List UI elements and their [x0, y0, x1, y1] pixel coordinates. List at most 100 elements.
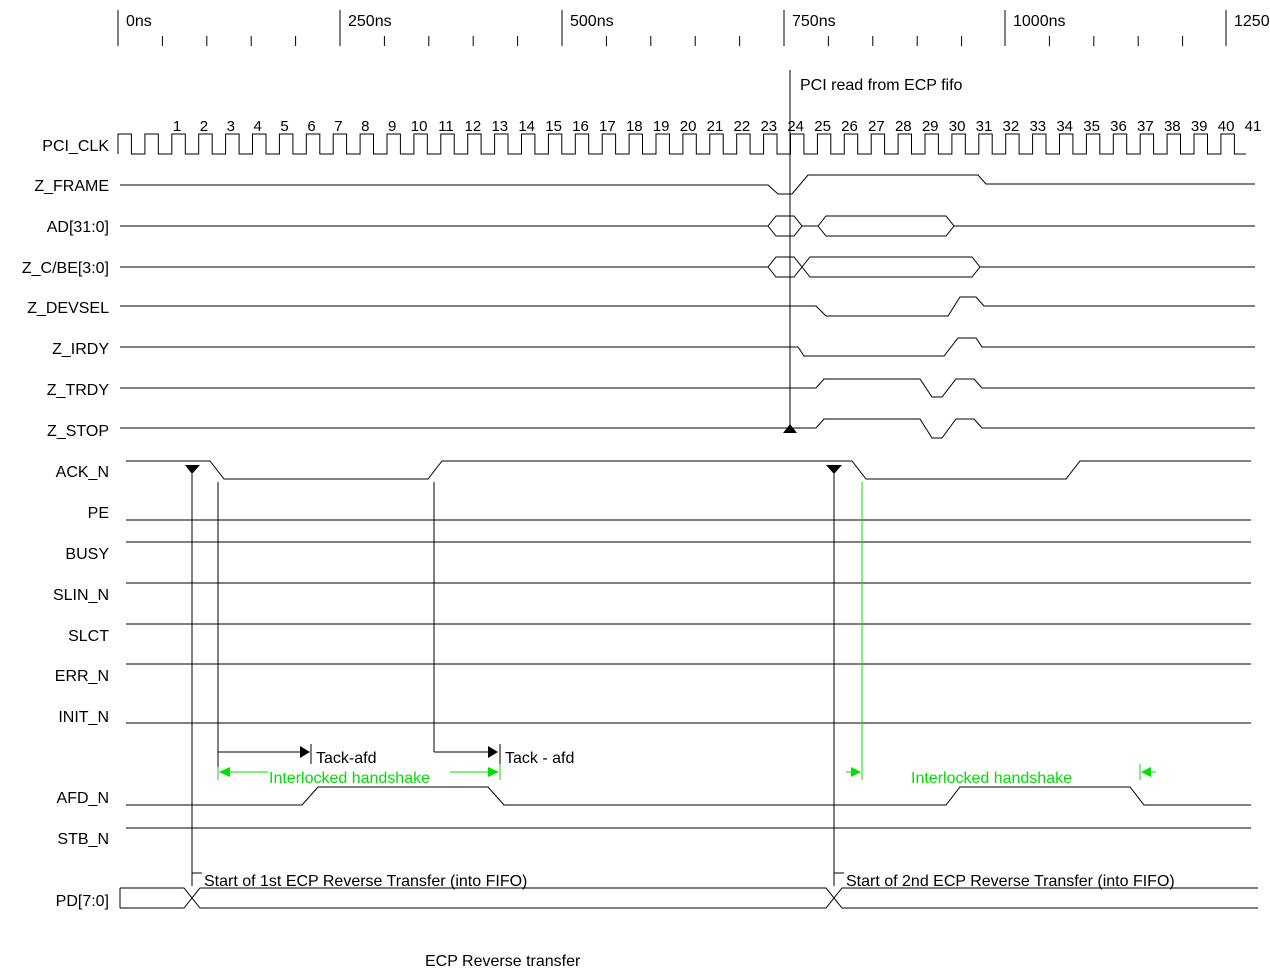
- pci-read-marker: PCI read from ECP fifo: [783, 70, 963, 433]
- signal-label: Z_C/BE[3:0]: [22, 260, 109, 277]
- start-transfer-label-1: Start of 1st ECP Reverse Transfer (into …: [204, 873, 527, 890]
- clock-number: 29: [922, 118, 939, 135]
- right-arrow-icon: [488, 767, 499, 777]
- clock-number: 4: [254, 118, 262, 135]
- tack-afd-label-1: Tack-afd: [316, 750, 376, 767]
- signal-label: AFD_N: [57, 790, 109, 807]
- left-arrow-icon: [1141, 767, 1151, 777]
- clock-number: 2: [200, 118, 208, 135]
- signal-label: PCI_CLK: [42, 138, 109, 155]
- signal-label: Z_DEVSEL: [27, 300, 109, 317]
- clock-number: 3: [227, 118, 235, 135]
- clock-number: 20: [680, 118, 697, 135]
- clock-number: 6: [307, 118, 315, 135]
- clock-cycle-numbers: 1 2 3 4 5 6 7 8 9 10 11 12 13 14 15 16 17 18 19 20 21 22 23 24 2…: [173, 118, 1262, 135]
- clock-number: 21: [707, 118, 724, 135]
- clock-number: 14: [518, 118, 535, 135]
- time-label: 1000ns: [1013, 13, 1066, 30]
- diagram-caption: ECP Reverse transfer: [425, 953, 581, 970]
- down-arrow-icon: [826, 465, 842, 474]
- clock-number: 41: [1245, 118, 1262, 135]
- clock-number: 23: [760, 118, 777, 135]
- signal-label: BUSY: [65, 546, 109, 563]
- signal-label: ACK_N: [56, 464, 109, 481]
- signal-label: Z_TRDY: [47, 382, 110, 399]
- time-label: 0ns: [126, 13, 152, 30]
- wave-afd-n: [126, 786, 1251, 806]
- time-label: 1250ns: [1234, 13, 1270, 30]
- clock-number: 10: [411, 118, 428, 135]
- wave-z-frame: [120, 174, 1255, 195]
- wave-ack-n: [126, 460, 1251, 480]
- signal-label: SLIN_N: [53, 587, 109, 604]
- transfer-markers: [185, 465, 863, 886]
- signal-label: ERR_N: [55, 668, 109, 685]
- clock-number: 34: [1056, 118, 1073, 135]
- wave-ad: [120, 215, 1255, 237]
- handshake-label-1: Interlocked handshake: [269, 770, 430, 787]
- time-label: 250ns: [348, 13, 392, 30]
- handshake-annotations: Interlocked handshake Interlocked handsh…: [217, 764, 1156, 787]
- clock-number: 33: [1029, 118, 1046, 135]
- signal-label: INIT_N: [58, 709, 109, 726]
- clock-number: 38: [1164, 118, 1181, 135]
- wave-pd: [119, 887, 1258, 909]
- wave-z-trdy: [120, 378, 1255, 398]
- handshake-label-2: Interlocked handshake: [911, 770, 1072, 787]
- clock-number: 27: [868, 118, 885, 135]
- signal-label: PE: [88, 505, 109, 522]
- signal-label: SLCT: [68, 628, 109, 645]
- wave-z-cbe: [120, 256, 1255, 278]
- time-scale: 0ns 250ns 500ns 750ns 1000ns 1250ns: [117, 10, 1270, 46]
- down-arrow-icon: [185, 465, 200, 474]
- clock-number: 25: [814, 118, 831, 135]
- right-arrow-icon: [851, 767, 861, 777]
- clock-number: 9: [388, 118, 396, 135]
- wave-z-devsel: [120, 296, 1255, 317]
- tack-afd-annotations: Tack-afd Tack - afd: [218, 744, 574, 767]
- right-arrow-icon: [488, 746, 498, 758]
- clock-number: 16: [572, 118, 589, 135]
- signal-label: Z_FRAME: [34, 178, 109, 195]
- clock-number: 12: [465, 118, 482, 135]
- clock-number: 40: [1218, 118, 1235, 135]
- time-label: 750ns: [792, 13, 836, 30]
- clock-number: 1: [173, 118, 181, 135]
- wave-pci-clk: [117, 133, 1246, 155]
- clock-number: 13: [491, 118, 508, 135]
- signal-label: AD[31:0]: [47, 219, 109, 236]
- signal-label: Z_STOP: [47, 423, 109, 440]
- signal-label: Z_IRDY: [52, 341, 109, 358]
- clock-number: 30: [949, 118, 966, 135]
- signal-label: PD[7:0]: [56, 893, 109, 910]
- left-arrow-icon: [219, 767, 230, 777]
- tack-afd-label-2: Tack - afd: [505, 750, 574, 767]
- start-transfer-annotations: Start of 1st ECP Reverse Transfer (into …: [192, 872, 1175, 890]
- clock-number: 18: [626, 118, 643, 135]
- pci-read-label: PCI read from ECP fifo: [800, 77, 963, 94]
- clock-number: 37: [1137, 118, 1154, 135]
- right-arrow-icon: [300, 746, 310, 758]
- clock-number: 32: [1003, 118, 1020, 135]
- time-label: 500ns: [570, 13, 614, 30]
- clock-number: 19: [653, 118, 670, 135]
- clock-number: 11: [438, 118, 454, 135]
- clock-number: 24: [787, 118, 804, 135]
- clock-number: 26: [841, 118, 858, 135]
- wave-z-irdy: [120, 337, 1255, 357]
- clock-number: 8: [361, 118, 369, 135]
- wave-z-stop: [120, 418, 1255, 439]
- waveforms: [117, 133, 1258, 909]
- start-transfer-label-2: Start of 2nd ECP Reverse Transfer (into …: [846, 873, 1175, 890]
- signal-label: STB_N: [57, 831, 109, 848]
- clock-number: 39: [1191, 118, 1208, 135]
- clock-number: 7: [334, 118, 342, 135]
- clock-number: 22: [734, 118, 751, 135]
- signal-labels: PCI_CLK Z_FRAME AD[31:0] Z_C/BE[3:0] Z_DEVSE…: [22, 138, 109, 910]
- clock-number: 17: [599, 118, 616, 135]
- clock-number: 15: [545, 118, 562, 135]
- clock-number: 35: [1083, 118, 1100, 135]
- clock-number: 28: [895, 118, 912, 135]
- clock-number: 31: [976, 118, 993, 135]
